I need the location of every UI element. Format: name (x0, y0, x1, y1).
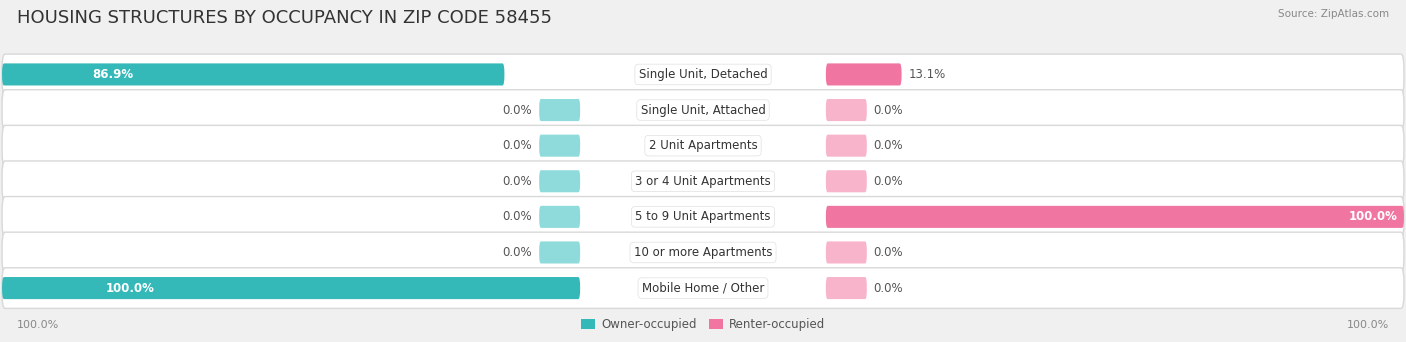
Legend: Owner-occupied, Renter-occupied: Owner-occupied, Renter-occupied (576, 314, 830, 336)
FancyBboxPatch shape (538, 135, 581, 157)
Text: 13.1%: 13.1% (908, 68, 946, 81)
Text: 5 to 9 Unit Apartments: 5 to 9 Unit Apartments (636, 210, 770, 223)
Text: Single Unit, Attached: Single Unit, Attached (641, 104, 765, 117)
Text: 100.0%: 100.0% (1348, 210, 1398, 223)
Text: 0.0%: 0.0% (503, 210, 533, 223)
Text: Mobile Home / Other: Mobile Home / Other (641, 281, 765, 294)
FancyBboxPatch shape (825, 63, 901, 86)
Text: 86.9%: 86.9% (93, 68, 134, 81)
FancyBboxPatch shape (538, 170, 581, 192)
FancyBboxPatch shape (1, 126, 1405, 166)
Text: 0.0%: 0.0% (873, 246, 903, 259)
Text: 2 Unit Apartments: 2 Unit Apartments (648, 139, 758, 152)
Text: 10 or more Apartments: 10 or more Apartments (634, 246, 772, 259)
Text: 0.0%: 0.0% (873, 139, 903, 152)
FancyBboxPatch shape (538, 99, 581, 121)
FancyBboxPatch shape (825, 170, 868, 192)
FancyBboxPatch shape (825, 135, 868, 157)
FancyBboxPatch shape (538, 241, 581, 263)
FancyBboxPatch shape (825, 277, 868, 299)
Text: 100.0%: 100.0% (1347, 320, 1389, 330)
Text: 0.0%: 0.0% (503, 139, 533, 152)
Text: 3 or 4 Unit Apartments: 3 or 4 Unit Apartments (636, 175, 770, 188)
FancyBboxPatch shape (1, 277, 581, 299)
Text: 0.0%: 0.0% (873, 175, 903, 188)
Text: 0.0%: 0.0% (503, 104, 533, 117)
FancyBboxPatch shape (825, 99, 868, 121)
Text: 0.0%: 0.0% (873, 281, 903, 294)
FancyBboxPatch shape (1, 90, 1405, 130)
FancyBboxPatch shape (1, 197, 1405, 237)
Text: 0.0%: 0.0% (873, 104, 903, 117)
FancyBboxPatch shape (1, 268, 1405, 308)
Text: 100.0%: 100.0% (17, 320, 59, 330)
FancyBboxPatch shape (1, 54, 1405, 95)
Text: 0.0%: 0.0% (503, 175, 533, 188)
Text: Source: ZipAtlas.com: Source: ZipAtlas.com (1278, 9, 1389, 18)
Text: 100.0%: 100.0% (105, 281, 155, 294)
FancyBboxPatch shape (825, 241, 868, 263)
FancyBboxPatch shape (825, 206, 1405, 228)
FancyBboxPatch shape (1, 161, 1405, 201)
Text: Single Unit, Detached: Single Unit, Detached (638, 68, 768, 81)
Text: HOUSING STRUCTURES BY OCCUPANCY IN ZIP CODE 58455: HOUSING STRUCTURES BY OCCUPANCY IN ZIP C… (17, 9, 553, 27)
Text: 0.0%: 0.0% (503, 246, 533, 259)
FancyBboxPatch shape (1, 232, 1405, 273)
FancyBboxPatch shape (538, 206, 581, 228)
FancyBboxPatch shape (1, 63, 505, 86)
